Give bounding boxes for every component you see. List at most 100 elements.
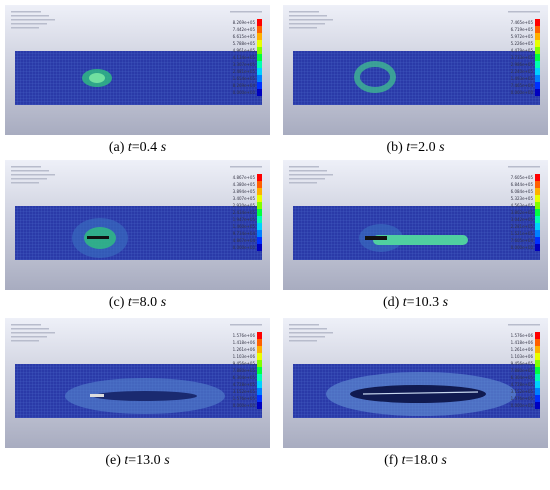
header-text — [230, 166, 262, 168]
caption-part: t — [127, 140, 132, 155]
legend-swatch — [535, 61, 540, 68]
header-text — [11, 166, 41, 168]
legend-swatch — [535, 388, 540, 395]
legend-label: 7.605e+04 — [511, 238, 534, 243]
caption-part: =0.4 — [131, 140, 161, 155]
caption-part: s — [164, 453, 170, 468]
legend-swatch — [535, 237, 540, 244]
legend-swatch — [257, 47, 262, 54]
legend-label: 3.152e+05 — [233, 389, 256, 394]
legend-swatch — [257, 395, 262, 402]
crack — [365, 236, 387, 240]
legend-label: 3.894e+05 — [233, 189, 256, 194]
legend-label: 3.042e+05 — [511, 217, 534, 222]
legend-swatch — [535, 374, 540, 381]
simulation-view: 7.465e+05 6.719e+05 5.972e+05 5.226e+05 4.47… — [283, 5, 548, 135]
header-text — [230, 324, 262, 326]
caption: (b) t=2.0 s — [283, 140, 548, 156]
legend-label: 0.000e+00 — [233, 245, 256, 250]
mesh-grid — [15, 51, 262, 105]
result-field — [354, 61, 396, 93]
simulation-view: 4.867e+05 4.380e+05 3.894e+05 3.407e+05 2.92… — [5, 160, 270, 290]
legend-swatch — [257, 40, 262, 47]
header-text — [289, 27, 317, 29]
header-text — [11, 27, 39, 29]
legend-label: 7.465e+04 — [511, 83, 534, 88]
legend-swatch — [535, 216, 540, 223]
legend-label: 7.880e+05 — [233, 368, 256, 373]
legend-swatch — [257, 374, 262, 381]
header-text — [289, 11, 319, 13]
caption-part: =13.0 — [128, 453, 165, 468]
caption-part: s — [442, 295, 449, 310]
header-text — [11, 336, 47, 338]
legend-swatch — [257, 367, 262, 374]
legend-label: 0.000e+00 — [511, 245, 534, 250]
mesh-grid — [15, 206, 262, 260]
legend-swatch — [257, 181, 262, 188]
legend-label: 4.728e+05 — [511, 382, 534, 387]
simulation-view: 1.576e+06 1.418e+06 1.261e+06 1.103e+06 9.45… — [5, 318, 270, 448]
legend-label: 4.867e+04 — [233, 238, 256, 243]
legend-swatch — [535, 89, 540, 96]
caption-part: t — [406, 140, 411, 155]
header-text — [289, 340, 317, 342]
panel: 4.867e+05 4.380e+05 3.894e+05 3.407e+05 2.92… — [5, 160, 270, 311]
simulation-view: 1.576e+06 1.418e+06 1.261e+06 1.103e+06 9.45… — [283, 318, 548, 448]
result-field — [359, 224, 468, 252]
legend-swatch — [535, 181, 540, 188]
legend-label: 1.521e+05 — [511, 231, 534, 236]
legend-swatch — [257, 33, 262, 40]
legend-swatch — [535, 75, 540, 82]
legend-label: 1.261e+06 — [233, 347, 256, 352]
legend-label: 9.456e+05 — [511, 361, 534, 366]
legend-label: 3.802e+05 — [511, 210, 534, 215]
legend-label: 1.576e+05 — [233, 396, 256, 401]
legend-swatch — [257, 75, 262, 82]
header-text — [289, 166, 319, 168]
legend-label: 2.281e+05 — [511, 224, 534, 229]
legend-label: 1.493e+05 — [511, 76, 534, 81]
legend-swatch — [257, 332, 262, 339]
caption-part: t — [402, 295, 407, 310]
header-text — [508, 166, 540, 168]
caption-part: t — [124, 453, 129, 468]
legend-swatch — [535, 353, 540, 360]
header-text — [289, 332, 333, 334]
simulation-view: 8.269e+05 7.442e+05 6.615e+05 5.788e+05 4.96… — [5, 5, 270, 135]
legend-swatch — [257, 230, 262, 237]
legend-label: 1.576e+05 — [511, 396, 534, 401]
legend-swatch — [257, 237, 262, 244]
legend-swatch — [535, 346, 540, 353]
legend-swatch — [257, 360, 262, 367]
legend-label: 4.479e+05 — [511, 48, 534, 53]
legend-label: 0.000e+00 — [511, 403, 534, 408]
legend-swatch — [257, 381, 262, 388]
legend-label: 4.134e+05 — [233, 55, 256, 60]
legend-label: 1.103e+06 — [233, 354, 256, 359]
header-text — [289, 19, 333, 21]
legend-label: 3.307e+05 — [233, 62, 256, 67]
header-text — [11, 170, 49, 172]
legend-label: 7.880e+05 — [511, 368, 534, 373]
stress-core — [89, 73, 105, 83]
crack — [87, 236, 109, 239]
header-text — [11, 182, 39, 184]
legend-swatch — [257, 188, 262, 195]
legend-label: 5.788e+05 — [233, 41, 256, 46]
legend-swatch — [535, 195, 540, 202]
caption-part: (c) — [108, 295, 128, 310]
legend-label: 1.654e+05 — [233, 76, 256, 81]
panel: 8.269e+05 7.442e+05 6.615e+05 5.788e+05 4.96… — [5, 5, 270, 156]
legend-label: 5.226e+05 — [511, 41, 534, 46]
legend-swatch — [535, 339, 540, 346]
legend-label: 2.481e+05 — [233, 69, 256, 74]
result-field — [65, 378, 225, 414]
legend-swatch — [535, 367, 540, 374]
caption-part: t — [127, 295, 132, 310]
legend-swatch — [257, 195, 262, 202]
header-text — [508, 11, 540, 13]
header-text — [11, 332, 55, 334]
header-text — [11, 324, 41, 326]
legend-label: 5.972e+05 — [511, 34, 534, 39]
